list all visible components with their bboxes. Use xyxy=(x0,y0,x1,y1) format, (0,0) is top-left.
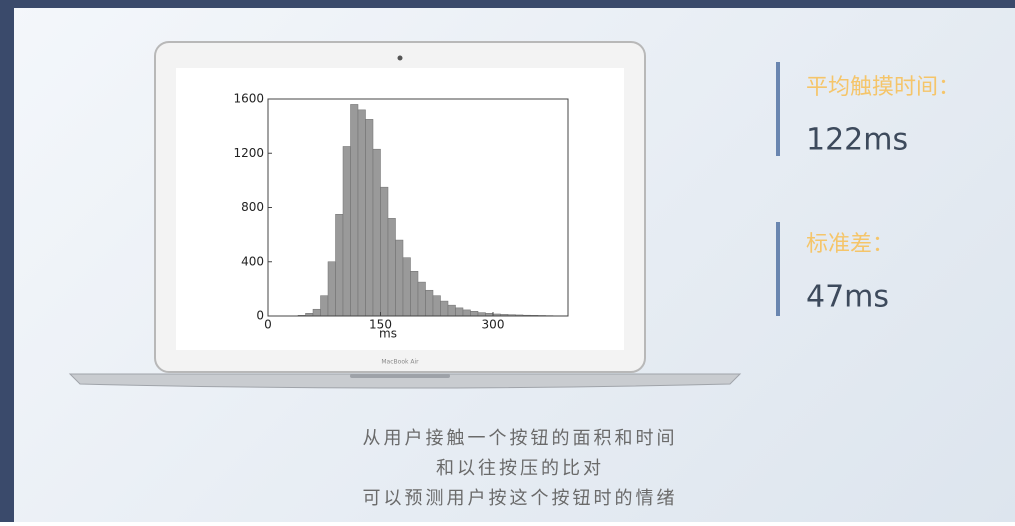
bar xyxy=(388,218,396,316)
bar xyxy=(441,301,449,316)
bar xyxy=(321,296,329,316)
bar xyxy=(426,290,434,316)
slide-canvas: MacBook Air 0400800120016000150300ms 平均触… xyxy=(0,0,1015,522)
bar xyxy=(463,310,471,316)
bar xyxy=(433,296,441,316)
y-tick-label: 800 xyxy=(241,200,264,214)
bar xyxy=(336,214,344,316)
bar xyxy=(403,258,411,316)
stat-bar xyxy=(776,222,780,316)
y-tick-label: 400 xyxy=(241,254,264,268)
bar xyxy=(366,119,374,316)
frame-top xyxy=(0,0,1015,8)
slide: MacBook Air 0400800120016000150300ms 平均触… xyxy=(0,0,1015,522)
bar xyxy=(358,110,366,316)
stat-bar xyxy=(776,62,780,156)
bar xyxy=(381,187,389,316)
bar xyxy=(313,309,321,316)
x-axis-label: ms xyxy=(379,327,397,341)
bar xyxy=(471,311,479,316)
y-tick-label: 1200 xyxy=(233,146,264,160)
bar xyxy=(456,308,464,316)
stat-value: 47ms xyxy=(806,280,889,315)
bar xyxy=(351,104,359,316)
stat-label: 标准差： xyxy=(806,232,894,257)
bar xyxy=(396,240,404,316)
y-tick-label: 0 xyxy=(256,309,264,323)
bar xyxy=(328,262,336,316)
caption-line: 从用户接触一个按钮的面积和时间 xyxy=(363,428,678,449)
x-tick-label: 0 xyxy=(264,318,272,332)
frame-left xyxy=(0,0,14,522)
bar xyxy=(411,271,419,316)
stat-label: 平均触摸时间： xyxy=(806,75,960,100)
caption-line: 和以往按压的比对 xyxy=(436,458,604,479)
camera xyxy=(398,56,403,61)
laptop-label: MacBook Air xyxy=(381,359,419,366)
bar xyxy=(343,146,351,316)
x-tick-label: 300 xyxy=(482,318,505,332)
bar xyxy=(418,282,426,316)
bar xyxy=(478,313,486,316)
bar xyxy=(448,305,456,316)
laptop-notch xyxy=(350,374,450,378)
caption-line: 可以预测用户按这个按钮时的情绪 xyxy=(363,488,678,509)
y-tick-label: 1600 xyxy=(233,92,264,106)
bar xyxy=(373,149,381,316)
stat-value: 122ms xyxy=(806,123,908,158)
